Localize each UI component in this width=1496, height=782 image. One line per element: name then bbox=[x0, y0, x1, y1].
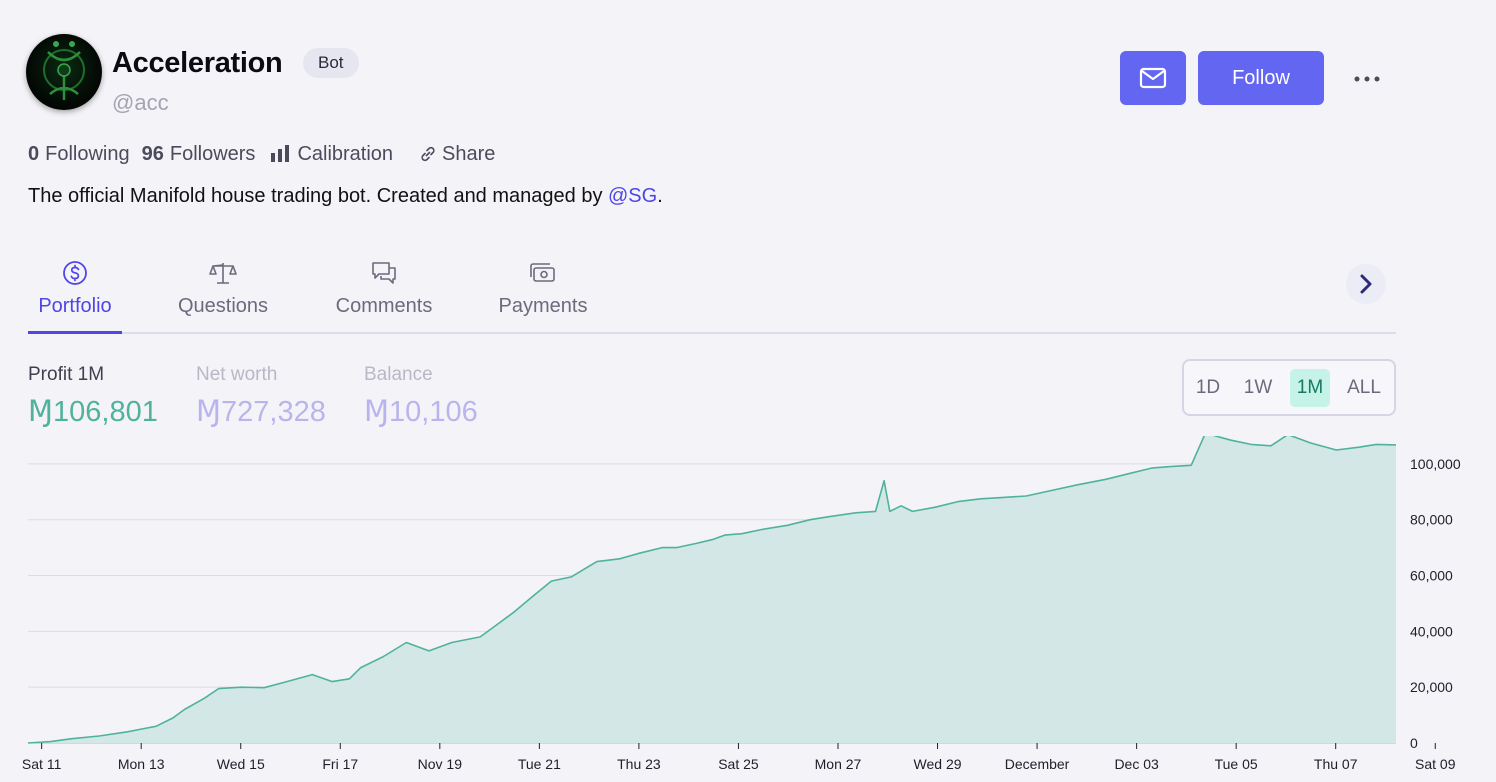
time-range-selector: 1D 1W 1M ALL bbox=[1182, 359, 1396, 416]
tab-questions-label: Questions bbox=[177, 295, 269, 317]
followers-count: 96 bbox=[141, 142, 164, 165]
x-tick-label: Mon 13 bbox=[118, 756, 165, 772]
profit-area bbox=[28, 436, 1396, 743]
y-tick-label: 20,000 bbox=[1410, 679, 1453, 695]
ellipsis-icon bbox=[1354, 76, 1380, 82]
metric-profit-value: Ɱ106,801 bbox=[28, 396, 158, 428]
metric-balance-label: Balance bbox=[364, 364, 433, 385]
y-tick-label: 0 bbox=[1410, 735, 1418, 751]
x-tick-label: Wed 15 bbox=[217, 756, 265, 772]
range-option[interactable]: ALL bbox=[1347, 377, 1381, 398]
tab-payments-label: Payments bbox=[498, 295, 588, 317]
range-option[interactable]: 1M bbox=[1290, 369, 1330, 407]
share-link[interactable]: Share bbox=[419, 143, 495, 166]
x-tick-label: December bbox=[1005, 756, 1070, 772]
bar-chart-icon bbox=[271, 145, 290, 162]
metric-net-worth-value: Ɱ727,328 bbox=[196, 396, 326, 428]
chevron-right-icon bbox=[1360, 274, 1372, 294]
bio-end: . bbox=[657, 185, 663, 207]
profile-bio: The official Manifold house trading bot.… bbox=[28, 185, 663, 208]
tabs-scroll-right-button[interactable] bbox=[1346, 264, 1386, 304]
tab-payments[interactable]: Payments bbox=[497, 256, 589, 332]
followers-stat[interactable]: 96 Followers bbox=[142, 143, 256, 166]
followers-label: Followers bbox=[169, 142, 256, 165]
following-count: 0 bbox=[28, 142, 40, 165]
metric-profit[interactable]: Profit 1M Ɱ106,801 bbox=[28, 364, 158, 429]
calibration-link[interactable]: Calibration bbox=[270, 143, 393, 166]
metric-net-worth[interactable]: Net worth Ɱ727,328 bbox=[196, 364, 326, 429]
metric-balance[interactable]: Balance Ɱ10,106 bbox=[364, 364, 478, 429]
cash-icon bbox=[530, 263, 555, 282]
x-tick-label: Dec 03 bbox=[1114, 756, 1159, 772]
mail-icon bbox=[1139, 67, 1167, 89]
calibration-label: Calibration bbox=[297, 142, 394, 165]
dollar-circle-icon bbox=[63, 261, 87, 285]
follow-button[interactable]: Follow bbox=[1198, 51, 1324, 105]
profile-name: Acceleration bbox=[112, 47, 283, 79]
bio-mention-link[interactable]: @SG bbox=[608, 185, 658, 207]
profile-handle: @acc bbox=[112, 90, 169, 115]
y-tick-label: 40,000 bbox=[1410, 623, 1453, 639]
tab-comments[interactable]: Comments bbox=[332, 256, 436, 332]
x-tick-label: Nov 19 bbox=[418, 756, 463, 772]
tab-comments-label: Comments bbox=[335, 295, 433, 317]
metric-balance-value: Ɱ10,106 bbox=[364, 396, 478, 428]
profit-line bbox=[27, 436, 1397, 744]
range-option[interactable]: 1D bbox=[1195, 377, 1221, 398]
share-label: Share bbox=[442, 142, 496, 165]
link-icon bbox=[421, 146, 435, 162]
x-tick-label: Sat 11 bbox=[22, 756, 62, 772]
profile-tabs: Portfolio Questions Comments Payments bbox=[28, 256, 1396, 334]
x-tick-label: Mon 27 bbox=[815, 756, 862, 772]
tab-portfolio-label: Portfolio bbox=[38, 295, 112, 317]
tab-portfolio[interactable]: Portfolio bbox=[28, 256, 122, 334]
x-tick-label: Sat 25 bbox=[718, 756, 759, 772]
avatar[interactable] bbox=[26, 34, 102, 110]
message-button[interactable] bbox=[1120, 51, 1186, 105]
y-tick-label: 60,000 bbox=[1410, 568, 1453, 584]
chat-bubbles-icon bbox=[372, 262, 396, 284]
x-tick-label: Sat 09 bbox=[1415, 756, 1456, 772]
x-tick-label: Wed 29 bbox=[914, 756, 962, 772]
x-tick-label: Tue 21 bbox=[518, 756, 561, 772]
x-tick-label: Tue 05 bbox=[1215, 756, 1258, 772]
bio-text: The official Manifold house trading bot.… bbox=[28, 185, 608, 207]
x-tick-label: Fri 17 bbox=[322, 756, 358, 772]
y-tick-label: 100,000 bbox=[1410, 456, 1461, 472]
y-tick-label: 80,000 bbox=[1410, 512, 1453, 528]
scale-icon bbox=[209, 263, 237, 284]
metric-net-worth-label: Net worth bbox=[196, 364, 278, 385]
bot-badge: Bot bbox=[303, 48, 359, 78]
profile-stats: 0 Following 96 Followers Calibration Sha… bbox=[28, 141, 495, 167]
range-option[interactable]: 1W bbox=[1243, 377, 1273, 398]
following-stat[interactable]: 0 Following bbox=[28, 143, 130, 166]
following-label: Following bbox=[45, 142, 130, 165]
metric-profit-label: Profit 1M bbox=[28, 364, 105, 385]
x-tick-label: Thu 23 bbox=[617, 756, 661, 772]
avatar-emblem-icon bbox=[43, 41, 85, 100]
more-options-button[interactable] bbox=[1348, 62, 1386, 96]
x-tick-label: Thu 07 bbox=[1314, 756, 1358, 772]
tab-questions[interactable]: Questions bbox=[175, 256, 271, 332]
profit-chart[interactable]: Sat 11 Mon 13 Wed 15 Fri 17 Nov 19 Tue 21 Thu … bbox=[0, 436, 1496, 782]
